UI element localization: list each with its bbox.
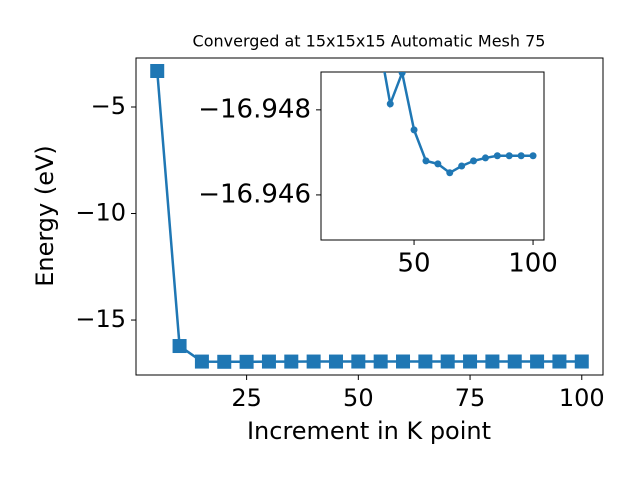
marker (150, 63, 165, 78)
x-tick-label: 75 (455, 384, 486, 412)
x-tick-label: 100 (508, 249, 558, 279)
marker (485, 354, 500, 369)
marker (446, 169, 454, 177)
marker (574, 354, 589, 369)
plot-content (150, 63, 589, 369)
marker (505, 152, 513, 160)
marker (261, 354, 276, 369)
marker (239, 354, 254, 369)
marker (517, 152, 525, 160)
marker (470, 157, 478, 165)
marker (507, 354, 522, 369)
marker (373, 354, 388, 369)
y-tick-label: −10 (75, 199, 126, 227)
marker (493, 152, 501, 160)
y-tick-label: −5 (91, 92, 126, 120)
x-axis-label: Increment in K point (247, 417, 491, 445)
marker (418, 354, 433, 369)
y-axis-label: Energy (eV) (31, 145, 59, 287)
marker (284, 354, 299, 369)
marker (552, 354, 567, 369)
marker (398, 72, 406, 77)
marker (328, 354, 343, 369)
plot-content (383, 72, 537, 177)
x-tick-label: 50 (398, 249, 431, 279)
marker (440, 354, 455, 369)
chart-title: Converged at 15x15x15 Automatic Mesh 75 (193, 32, 546, 51)
marker (410, 126, 418, 134)
marker (351, 354, 366, 369)
marker (422, 157, 430, 165)
x-tick-label: 100 (559, 384, 605, 412)
y-tick-label: −16.948 (198, 94, 311, 124)
marker (463, 354, 478, 369)
marker (481, 154, 489, 162)
marker (386, 100, 394, 108)
marker (396, 354, 411, 369)
marker (434, 160, 442, 168)
marker (458, 162, 466, 170)
marker (194, 354, 209, 369)
marker (217, 354, 232, 369)
x-tick-label: 25 (231, 384, 262, 412)
x-tick-label: 50 (343, 384, 374, 412)
y-tick-label: −15 (75, 305, 126, 333)
marker (306, 354, 321, 369)
marker (529, 152, 537, 160)
y-tick-label: −16.946 (198, 179, 311, 209)
marker (530, 354, 545, 369)
marker (172, 339, 187, 354)
